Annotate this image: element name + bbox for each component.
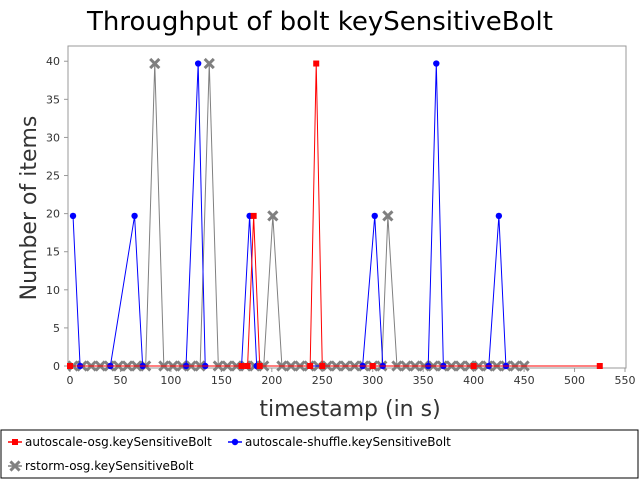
y-axis-label: Number of items (17, 116, 42, 301)
data-point (67, 363, 73, 369)
legend: autoscale-osg.keySensitiveBolt autoscale-… (8, 435, 451, 473)
y-tick-label: 10 (46, 284, 60, 297)
data-point (149, 57, 161, 70)
data-point (256, 363, 263, 369)
x-tick-label: 500 (564, 374, 585, 387)
x-axis: 0 50 100 150 200 250 300 350 400 450 500 550 (67, 367, 636, 387)
y-tick-label: 20 (46, 208, 60, 221)
legend-label: autoscale-osg.keySensitiveBolt (25, 435, 212, 449)
series-1 (69, 60, 510, 370)
y-tick-label: 0 (53, 360, 60, 373)
data-point (244, 363, 251, 369)
x-tick-label: 400 (463, 374, 484, 387)
y-tick-label: 5 (53, 322, 60, 335)
legend-label: rstorm-osg.keySensitiveBolt (25, 459, 194, 473)
legend-marker (9, 460, 21, 472)
data-point (596, 363, 603, 369)
x-tick-label: 200 (261, 374, 282, 387)
series-line (72, 63, 507, 367)
x-tick-label: 150 (211, 374, 232, 387)
legend-box (0, 429, 639, 479)
x-tick-label: 100 (160, 374, 181, 387)
data-point (250, 212, 257, 219)
legend-marker (231, 438, 239, 446)
data-point (238, 363, 245, 369)
data-point (369, 363, 376, 369)
x-tick-label: 350 (413, 374, 434, 387)
legend-label: autoscale-shuffle.keySensitiveBolt (245, 435, 451, 449)
data-point (495, 212, 503, 220)
data-point (371, 212, 378, 220)
x-tick-label: 250 (312, 374, 333, 387)
legend-item: autoscale-osg.keySensitiveBolt (8, 435, 212, 449)
data-point (313, 60, 320, 67)
data-point (203, 57, 215, 70)
y-tick-label: 30 (46, 131, 60, 144)
data-point (433, 60, 440, 67)
y-tick-label: 15 (46, 246, 60, 259)
x-tick-label: 300 (362, 374, 383, 387)
y-axis: 0 5 10 15 20 25 30 35 40 (46, 55, 68, 373)
chart-title: Throughput of bolt keySensitiveBolt (86, 7, 553, 37)
x-axis-label: timestamp (in s) (259, 397, 440, 422)
plot-area (67, 45, 627, 369)
series-layer (67, 57, 603, 372)
series-0 (67, 60, 603, 369)
y-tick-label: 35 (46, 93, 60, 106)
data-point (382, 210, 394, 222)
x-tick-label: 550 (615, 374, 636, 387)
data-point (131, 212, 138, 220)
legend-item: rstorm-osg.keySensitiveBolt (8, 459, 194, 473)
legend-marker (12, 439, 18, 445)
data-point (307, 363, 314, 369)
x-tick-label: 50 (113, 374, 127, 387)
data-point (69, 212, 77, 220)
legend-item: autoscale-shuffle.keySensitiveBolt (228, 435, 451, 449)
data-point (267, 210, 279, 222)
x-tick-label: 450 (514, 374, 535, 387)
data-point (470, 363, 477, 369)
y-tick-label: 40 (46, 55, 60, 68)
y-tick-label: 25 (46, 170, 60, 183)
x-tick-label: 0 (67, 374, 74, 387)
data-point (319, 363, 326, 369)
data-point (194, 60, 202, 67)
